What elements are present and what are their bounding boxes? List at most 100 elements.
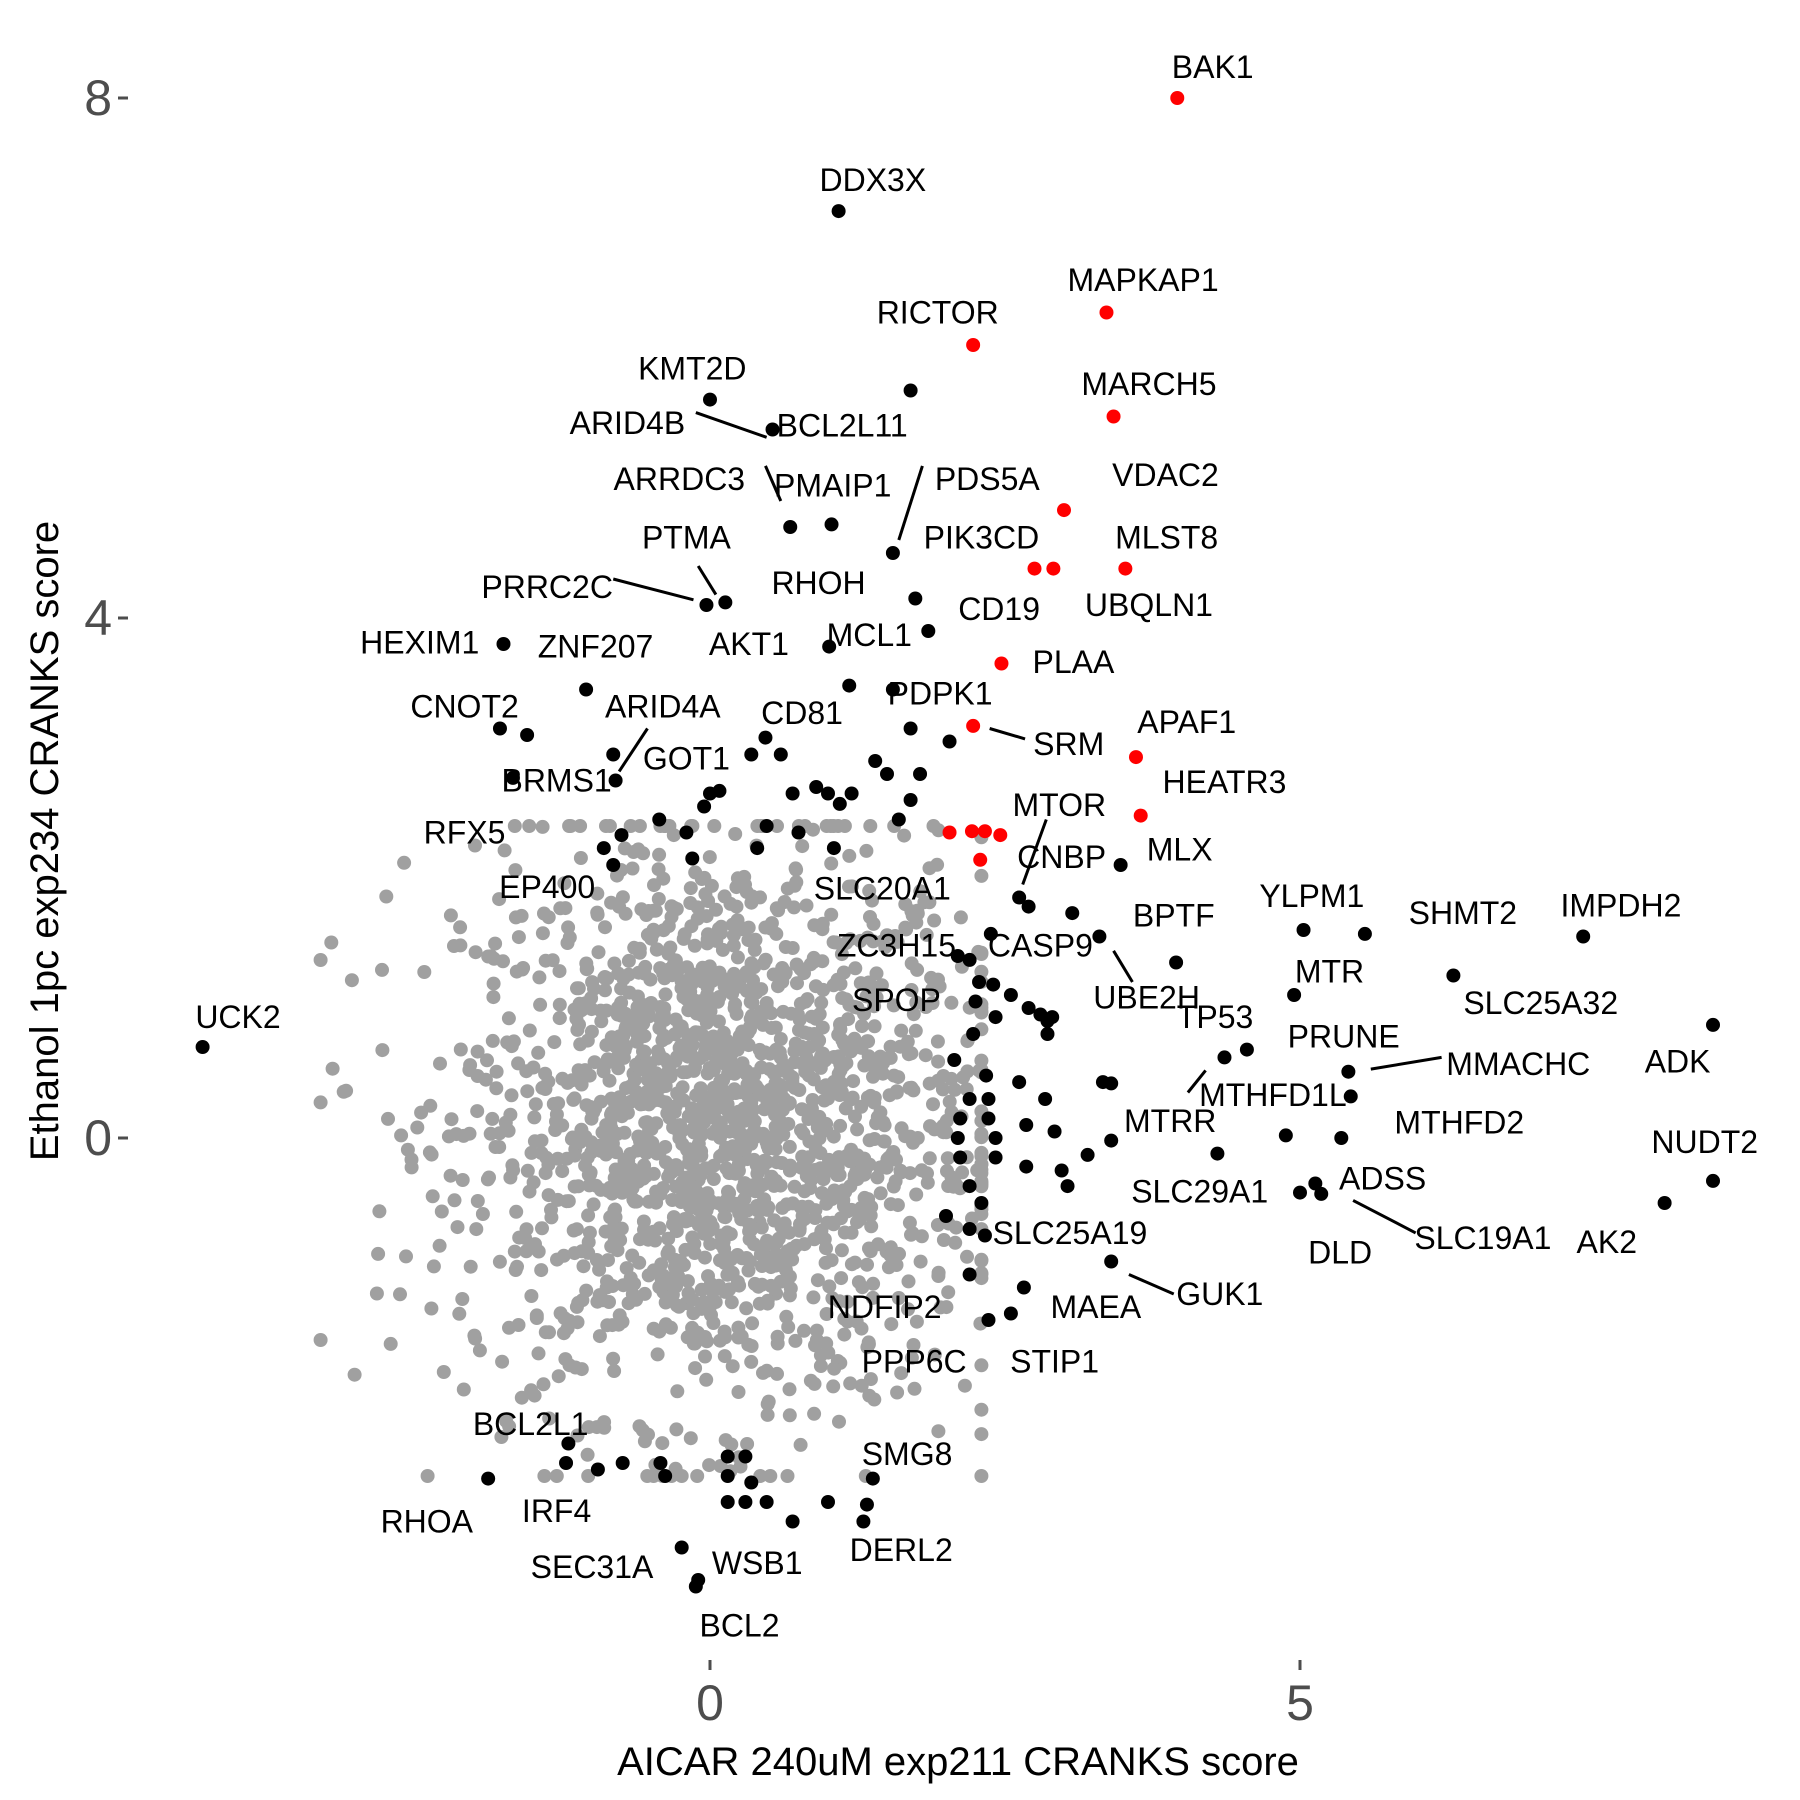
- label-connector: [617, 727, 649, 773]
- black-point: [674, 1540, 689, 1555]
- background-point: [586, 1197, 601, 1212]
- background-point: [604, 1091, 619, 1106]
- background-point: [593, 1182, 608, 1197]
- background-point: [547, 1035, 562, 1050]
- background-point: [671, 1119, 686, 1133]
- black-point: [1003, 988, 1018, 1002]
- background-point: [700, 1039, 715, 1054]
- label-connector: [1186, 1069, 1207, 1094]
- red-point: [1106, 409, 1121, 424]
- background-point: [535, 1221, 549, 1236]
- background-point: [690, 1088, 705, 1103]
- background-point: [645, 1135, 660, 1150]
- black-point: [1019, 1159, 1034, 1174]
- background-point: [560, 936, 575, 950]
- background-point: [506, 1163, 521, 1178]
- black-point: [885, 682, 900, 697]
- background-point: [651, 892, 666, 906]
- point-label: MLX: [1147, 831, 1213, 867]
- background-point: [941, 1285, 956, 1300]
- background-point: [861, 1034, 876, 1049]
- black-point: [1210, 1146, 1225, 1161]
- background-point: [813, 1348, 828, 1363]
- background-point: [646, 1224, 661, 1239]
- black-point: [988, 1150, 1003, 1165]
- background-point: [795, 1199, 810, 1214]
- background-point: [726, 938, 741, 953]
- red-point: [973, 852, 988, 867]
- background-point: [443, 908, 458, 923]
- background-point: [853, 933, 868, 948]
- background-point: [917, 895, 932, 910]
- background-point: [818, 1255, 833, 1270]
- background-point: [729, 1125, 744, 1140]
- label-connector: [764, 465, 783, 502]
- background-point: [639, 908, 654, 922]
- point-label: CD81: [761, 695, 843, 731]
- background-point: [629, 1057, 644, 1072]
- background-point: [813, 1359, 828, 1373]
- background-point: [713, 1130, 727, 1145]
- background-point: [871, 1237, 886, 1252]
- black-point: [1104, 1133, 1119, 1148]
- background-point: [759, 1363, 774, 1378]
- background-point: [844, 1257, 859, 1272]
- background-point: [773, 1032, 788, 1046]
- background-point: [849, 1314, 864, 1329]
- black-point: [891, 812, 906, 827]
- black-point: [720, 1469, 735, 1483]
- background-point: [558, 1352, 573, 1367]
- background-point: [869, 966, 884, 981]
- background-point: [784, 1006, 799, 1021]
- point-label: DERL2: [850, 1532, 953, 1568]
- background-point: [883, 1039, 898, 1054]
- black-point: [868, 754, 883, 768]
- background-point: [775, 1200, 790, 1215]
- black-point: [824, 517, 839, 532]
- black-point: [913, 767, 928, 781]
- background-point: [890, 1198, 905, 1213]
- background-point: [506, 1034, 521, 1049]
- background-point: [814, 995, 829, 1010]
- background-point: [573, 1037, 588, 1052]
- background-point: [697, 1162, 712, 1177]
- background-point: [636, 1097, 651, 1111]
- point-label: AK2: [1577, 1224, 1637, 1260]
- point-label: EP400: [499, 869, 595, 905]
- background-point: [752, 1296, 767, 1311]
- background-point: [636, 846, 651, 861]
- label-connector: [897, 465, 924, 541]
- background-point: [455, 1292, 470, 1306]
- background-point: [483, 1126, 498, 1141]
- background-point: [741, 1025, 755, 1040]
- background-point: [760, 1407, 775, 1422]
- background-point: [842, 848, 857, 863]
- background-point: [668, 953, 683, 968]
- background-point: [444, 1112, 459, 1127]
- background-point: [462, 1126, 477, 1141]
- background-point: [738, 1143, 752, 1157]
- background-point: [539, 1150, 554, 1165]
- background-point: [463, 1259, 478, 1274]
- background-point: [664, 1165, 679, 1180]
- background-point: [835, 991, 850, 1005]
- background-point: [470, 1104, 485, 1119]
- background-point: [806, 1290, 821, 1305]
- background-point: [700, 1066, 715, 1081]
- black-point: [1217, 1050, 1232, 1065]
- background-point: [468, 945, 483, 960]
- point-label: RFX5: [424, 815, 506, 851]
- background-point: [809, 1332, 824, 1347]
- background-point: [511, 930, 526, 945]
- background-point: [619, 1019, 633, 1034]
- black-point: [1047, 1124, 1062, 1139]
- black-point: [942, 734, 957, 749]
- background-point: [718, 1210, 733, 1225]
- background-point: [706, 1172, 721, 1186]
- background-point: [712, 965, 727, 980]
- background-point: [538, 953, 553, 968]
- background-point: [652, 847, 667, 862]
- background-point: [507, 1244, 522, 1259]
- black-point: [842, 678, 857, 693]
- background-point: [371, 1246, 386, 1261]
